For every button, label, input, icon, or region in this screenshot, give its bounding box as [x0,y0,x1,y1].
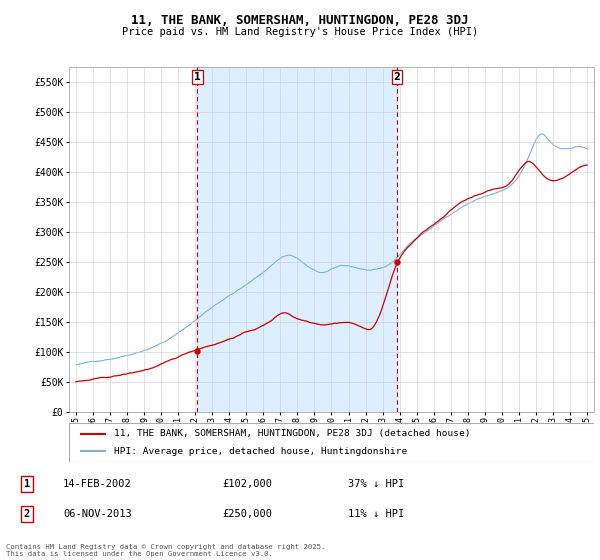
Text: 1: 1 [24,479,30,489]
Text: 11, THE BANK, SOMERSHAM, HUNTINGDON, PE28 3DJ (detached house): 11, THE BANK, SOMERSHAM, HUNTINGDON, PE2… [113,430,470,438]
Text: 11% ↓ HPI: 11% ↓ HPI [348,509,404,519]
Text: 14-FEB-2002: 14-FEB-2002 [63,479,132,489]
Text: £102,000: £102,000 [222,479,272,489]
Text: 11, THE BANK, SOMERSHAM, HUNTINGDON, PE28 3DJ: 11, THE BANK, SOMERSHAM, HUNTINGDON, PE2… [131,14,469,27]
Text: 2: 2 [394,72,400,82]
Bar [197,67,397,412]
Text: Price paid vs. HM Land Registry's House Price Index (HPI): Price paid vs. HM Land Registry's House … [122,27,478,37]
Text: HPI: Average price, detached house, Huntingdonshire: HPI: Average price, detached house, Hunt… [113,446,407,455]
Text: 1: 1 [194,72,200,82]
Text: 37% ↓ HPI: 37% ↓ HPI [348,479,404,489]
Text: Contains HM Land Registry data © Crown copyright and database right 2025.
This d: Contains HM Land Registry data © Crown c… [6,544,325,557]
Text: 2: 2 [24,509,30,519]
Text: £250,000: £250,000 [222,509,272,519]
Text: 06-NOV-2013: 06-NOV-2013 [63,509,132,519]
